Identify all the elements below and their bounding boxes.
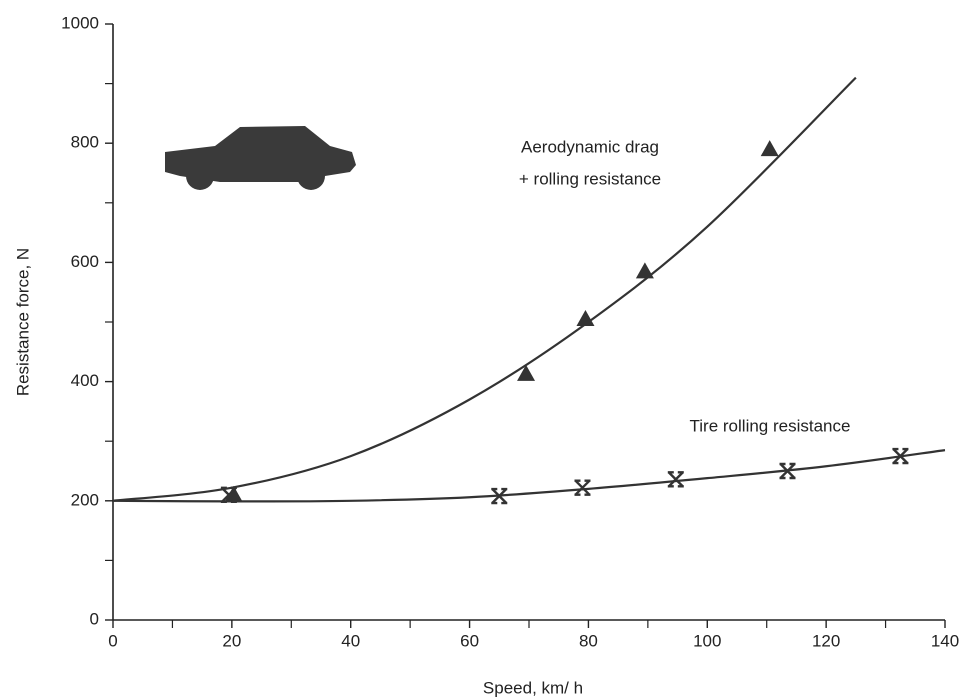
car-icon <box>165 126 356 190</box>
x-tick-label: 140 <box>931 631 959 650</box>
x-marker <box>668 472 684 486</box>
triangle-marker <box>517 365 535 381</box>
chart: Speed, km/ h Resistance force, N Aerodyn… <box>0 0 971 697</box>
annotation: Aerodynamic drag <box>521 137 659 156</box>
y-tick-label: 0 <box>90 609 99 628</box>
x-tick-label: 80 <box>579 631 598 650</box>
x-tick-label: 60 <box>460 631 479 650</box>
y-tick-label: 400 <box>71 371 99 390</box>
y-tick-label: 1000 <box>61 13 99 32</box>
annotation: + rolling resistance <box>519 169 661 188</box>
triangle-marker <box>576 310 594 326</box>
annotation: Tire rolling resistance <box>690 416 851 435</box>
x-tick-label: 0 <box>108 631 117 650</box>
triangle-marker <box>636 262 654 278</box>
y-tick-label: 600 <box>71 252 99 271</box>
x-tick-label: 100 <box>693 631 721 650</box>
x-axis-label: Speed, km/ h <box>483 678 583 697</box>
y-tick-label: 200 <box>71 490 99 509</box>
x-tick-label: 20 <box>222 631 241 650</box>
x-marker <box>574 481 590 495</box>
y-axis-label: Resistance force, N <box>13 248 32 396</box>
triangle-marker <box>761 140 779 156</box>
y-tick-label: 800 <box>71 133 99 152</box>
x-tick-label: 40 <box>341 631 360 650</box>
x-tick-label: 120 <box>812 631 840 650</box>
